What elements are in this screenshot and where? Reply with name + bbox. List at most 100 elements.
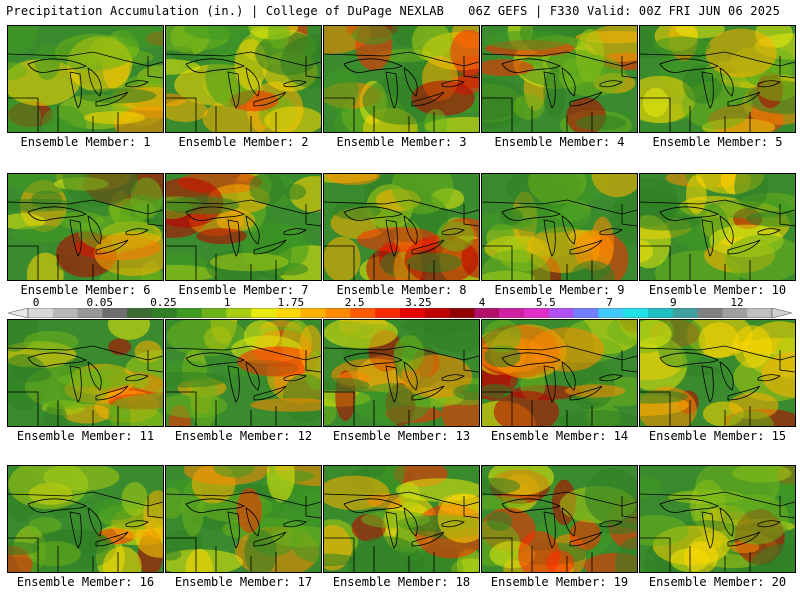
- ensemble-member-label: Ensemble Member: 8: [336, 283, 467, 297]
- color-scale-swatch: [28, 308, 54, 318]
- scale-left-arrow: [8, 308, 29, 318]
- color-scale-swatch: [127, 308, 153, 318]
- ensemble-member-panel: Ensemble Member: 19: [481, 465, 638, 589]
- ensemble-member-panel: Ensemble Member: 3: [323, 25, 480, 149]
- precip-map: [481, 465, 638, 573]
- color-scale-swatch: [449, 308, 475, 318]
- color-scale-swatch: [375, 308, 401, 318]
- ensemble-member-panel: Ensemble Member: 18: [323, 465, 480, 589]
- color-scale-swatch: [672, 308, 698, 318]
- color-scale-swatch: [176, 308, 202, 318]
- color-scale-label: 3.25: [405, 296, 432, 309]
- color-scale-label: 0: [32, 296, 40, 309]
- color-scale-swatch: [573, 308, 599, 318]
- ensemble-member-label: Ensemble Member: 20: [648, 575, 787, 589]
- ensemble-member-label: Ensemble Member: 12: [174, 429, 313, 443]
- precip-map: [639, 173, 796, 281]
- color-scale-swatch: [424, 308, 450, 318]
- ensemble-member-panel: Ensemble Member: 13: [323, 319, 480, 443]
- color-scale-label: 9: [669, 296, 677, 309]
- precip-map: [323, 25, 480, 133]
- color-scale-swatch: [474, 308, 500, 318]
- ensemble-member-panel: Ensemble Member: 7: [165, 173, 322, 297]
- precip-map: [323, 173, 480, 281]
- ensemble-member-panel: Ensemble Member: 4: [481, 25, 638, 149]
- ensemble-member-panel: Ensemble Member: 20: [639, 465, 796, 589]
- precip-map: [165, 25, 322, 133]
- ensemble-member-panel: Ensemble Member: 1: [7, 25, 164, 149]
- ensemble-member-panel: Ensemble Member: 12: [165, 319, 322, 443]
- precip-map: [165, 173, 322, 281]
- scale-right-arrow: [771, 308, 792, 318]
- color-scale-swatch: [251, 308, 277, 318]
- color-scale-label: 0.05: [86, 296, 113, 309]
- ensemble-member-label: Ensemble Member: 19: [490, 575, 629, 589]
- color-scale-swatch: [77, 308, 103, 318]
- color-scale-label: 5.5: [535, 296, 556, 309]
- ensemble-member-panel: Ensemble Member: 16: [7, 465, 164, 589]
- color-scale-swatch: [648, 308, 674, 318]
- precip-map: [7, 25, 164, 133]
- color-scale-swatch: [152, 308, 178, 318]
- ensemble-member-panel: Ensemble Member: 17: [165, 465, 322, 589]
- color-scale-swatch: [226, 308, 252, 318]
- ensemble-member-panel: Ensemble Member: 8: [323, 173, 480, 297]
- ensemble-member-panel: Ensemble Member: 14: [481, 319, 638, 443]
- precip-map: [639, 25, 796, 133]
- color-scale: 0 0.05 0.25 1 1.75 2.5 3.25 4 5.5 7 9 12: [8, 296, 792, 320]
- color-scale-label: 1: [223, 296, 231, 309]
- ensemble-member-panel: Ensemble Member: 6: [7, 173, 164, 297]
- ensemble-member-label: Ensemble Member: 4: [494, 135, 625, 149]
- color-scale-swatch: [52, 308, 78, 318]
- ensemble-member-label: Ensemble Member: 11: [16, 429, 155, 443]
- precip-map: [639, 465, 796, 573]
- color-scale-swatch: [722, 308, 748, 318]
- color-scale-swatch: [325, 308, 351, 318]
- ensemble-member-panel: Ensemble Member: 5: [639, 25, 796, 149]
- ensemble-member-label: Ensemble Member: 2: [178, 135, 309, 149]
- precip-map: [481, 319, 638, 427]
- color-scale-bar: [8, 308, 792, 318]
- color-scale-label: 7: [606, 296, 613, 309]
- color-scale-swatch: [524, 308, 550, 318]
- precip-map: [323, 465, 480, 573]
- ensemble-member-panel: Ensemble Member: 11: [7, 319, 164, 443]
- color-scale-swatch: [300, 308, 326, 318]
- ensemble-member-label: Ensemble Member: 1: [20, 135, 151, 149]
- color-scale-swatch: [598, 308, 624, 318]
- ensemble-member-label: Ensemble Member: 6: [20, 283, 151, 297]
- color-scale-label: 12: [730, 296, 744, 309]
- precip-map: [7, 465, 164, 573]
- precip-map: [7, 319, 164, 427]
- precip-map: [165, 465, 322, 573]
- precip-map: [481, 25, 638, 133]
- color-scale-label: 4: [478, 296, 486, 309]
- ensemble-member-panel: Ensemble Member: 9: [481, 173, 638, 297]
- color-scale-swatch: [276, 308, 302, 318]
- ensemble-member-label: Ensemble Member: 16: [16, 575, 155, 589]
- ensemble-member-label: Ensemble Member: 5: [652, 135, 783, 149]
- ensemble-member-label: Ensemble Member: 7: [178, 283, 309, 297]
- color-scale-swatch: [747, 308, 773, 318]
- color-scale-label: 0.25: [150, 296, 177, 309]
- color-scale-swatch: [102, 308, 128, 318]
- precip-map: [165, 319, 322, 427]
- color-scale-swatch: [623, 308, 649, 318]
- ensemble-member-label: Ensemble Member: 14: [490, 429, 629, 443]
- ensemble-member-label: Ensemble Member: 10: [648, 283, 787, 297]
- precip-map: [7, 173, 164, 281]
- color-scale-labels: 0 0.05 0.25 1 1.75 2.5 3.25 4 5.5 7 9 12: [8, 296, 792, 309]
- color-scale-swatch: [400, 308, 426, 318]
- color-scale-swatch: [697, 308, 723, 318]
- color-scale-swatch: [350, 308, 376, 318]
- ensemble-member-label: Ensemble Member: 17: [174, 575, 313, 589]
- ensemble-member-label: Ensemble Member: 13: [332, 429, 471, 443]
- model-valid-time: 06Z GEFS | F330 Valid: 00Z FRI JUN 06 20…: [468, 4, 780, 18]
- precip-map: [639, 319, 796, 427]
- color-scale-swatch: [201, 308, 227, 318]
- ensemble-member-label: Ensemble Member: 9: [494, 283, 625, 297]
- map-title: Precipitation Accumulation (in.) | Colle…: [6, 4, 445, 18]
- precip-map: [481, 173, 638, 281]
- ensemble-member-panel: Ensemble Member: 2: [165, 25, 322, 149]
- ensemble-member-label: Ensemble Member: 18: [332, 575, 471, 589]
